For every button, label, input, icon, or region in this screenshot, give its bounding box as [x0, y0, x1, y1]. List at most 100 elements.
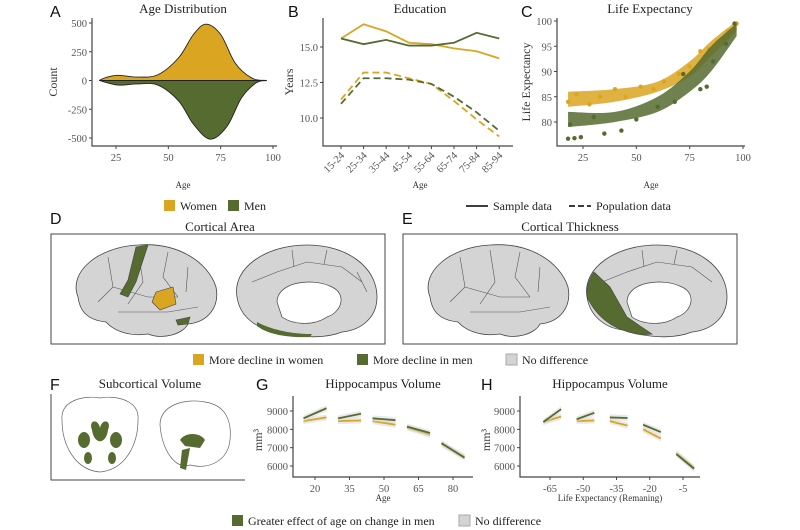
- chart-g-xtick-label: 35: [344, 484, 355, 495]
- chart-g-ytick-label: 7000: [267, 444, 288, 455]
- chart-a-ytick-label: 0: [82, 77, 87, 88]
- chart-c-point-women: [612, 86, 618, 92]
- chart-h-xtick-label: -50: [576, 484, 590, 495]
- chart-h-segment-men: [675, 453, 695, 470]
- chart-c-point-men: [565, 136, 571, 141]
- chart-b-xtick-label: 35-44: [367, 150, 393, 176]
- chart-g-ylabel: mm³: [251, 428, 265, 451]
- legend-sample-label: Sample data: [493, 199, 553, 213]
- chart-g-segment-men: [372, 417, 396, 422]
- chart-b-line-women-sample: [340, 23, 500, 60]
- legend-women-swatch: [164, 200, 175, 211]
- chart-c-ytick-label: 95: [542, 42, 553, 53]
- chart-c-point-men: [698, 86, 703, 92]
- chart-h-segment-women: [642, 428, 662, 440]
- chart-c-point-women: [587, 102, 592, 107]
- chart-b-xtick-label: 75-84: [458, 150, 484, 176]
- chart-h-xtick-label: -5: [679, 484, 688, 495]
- chart-a-xtick-label: 100: [265, 153, 281, 164]
- chart-b-ytick-label: 15.0: [300, 43, 318, 54]
- panel-label-c: C: [521, 4, 533, 21]
- chart-c-xtick-label: 50: [631, 153, 642, 164]
- chart-g-xtick-label: 20: [310, 484, 321, 495]
- legend-nodiff-label: No difference: [522, 353, 588, 367]
- chart-c-point-women: [597, 94, 603, 99]
- panel-label-g: G: [256, 377, 268, 394]
- chart-b-xlabel: Age: [413, 180, 428, 190]
- brain-sagittal-f: [159, 400, 231, 470]
- chart-c-point-men: [655, 104, 660, 110]
- chart-c-xtick-label: 100: [735, 153, 751, 164]
- chart-g-xtick-label: 50: [379, 484, 390, 495]
- chart-h-xtick-label: -20: [643, 484, 657, 495]
- chart-c-point-women: [638, 84, 643, 89]
- chart-c-point-men: [602, 131, 607, 136]
- chart-h-title: Hippocampus Volume: [552, 376, 668, 391]
- chart-g-xtick-label: 80: [448, 484, 459, 495]
- chart-a-ytick-label: -500: [68, 134, 87, 145]
- chart-c-point-men: [568, 122, 573, 127]
- chart-b-ytick-label: 12.5: [300, 79, 318, 90]
- chart-c-point-men: [619, 128, 624, 133]
- panel-label-f: F: [50, 377, 60, 394]
- chart-c-point-women: [574, 92, 579, 97]
- chart-g-segment-women: [337, 419, 362, 422]
- chart-a-title: Age Distribution: [139, 1, 227, 16]
- chart-c-point-women: [661, 79, 667, 84]
- chart-c-xtick-label: 75: [684, 153, 695, 164]
- region-men-lingual: [257, 322, 312, 338]
- chart-a-ytick-label: -250: [68, 105, 87, 116]
- chart-c-title: Life Expectancy: [607, 1, 693, 16]
- chart-c-band-men: [568, 23, 737, 128]
- chart-c-axes: [556, 18, 745, 147]
- chart-g-segment-women: [303, 416, 327, 422]
- chart-g-segment-men: [406, 425, 431, 434]
- chart-h-xlabel: Life Expectancy (Remaning): [558, 493, 662, 503]
- legend-women-decline-swatch: [193, 354, 204, 365]
- chart-c-point-men: [591, 114, 596, 120]
- chart-c-ytick-label: 90: [542, 68, 553, 79]
- region-women-temporal: [151, 286, 177, 311]
- panel-e-frame: [402, 233, 738, 345]
- panel-label-d: D: [50, 211, 62, 228]
- chart-h-segment-men: [642, 423, 662, 433]
- chart-a-xlabel: Age: [176, 180, 191, 190]
- chart-c-point-women: [565, 99, 571, 105]
- chart-a-xtick-label: 50: [163, 153, 174, 164]
- brain-medial-e: [586, 244, 728, 338]
- chart-h-segment-women: [609, 420, 628, 427]
- chart-c-point-men: [723, 41, 729, 46]
- chart-g-segment-men: [337, 412, 362, 420]
- chart-b-ylabel: Years: [282, 68, 296, 95]
- legend-nodiff-swatch: [505, 353, 518, 366]
- chart-g-segment-men: [441, 442, 465, 459]
- chart-c-point-men: [634, 117, 639, 122]
- panel-e-title: Cortical Thickness: [521, 219, 619, 234]
- chart-c-point-men: [732, 21, 737, 26]
- panel-label-b: B: [288, 4, 299, 21]
- chart-c-point-women: [651, 86, 656, 92]
- chart-c-point-men: [672, 99, 677, 105]
- panel-f-frame: [50, 394, 245, 481]
- chart-c-xtick-label: 25: [578, 153, 589, 164]
- chart-a-area-women: [99, 23, 267, 81]
- panel-f-title: Subcortical Volume: [99, 376, 202, 391]
- legend-population-label: Population data: [596, 199, 672, 213]
- chart-g-ytick-label: 9000: [267, 407, 288, 418]
- chart-a-ytick-label: 500: [71, 19, 87, 30]
- chart-a-axes: [91, 18, 277, 147]
- legend-men-label: Men: [244, 199, 266, 213]
- chart-g-xlabel: Age: [376, 493, 391, 503]
- chart-b-line-men-sample: [340, 31, 500, 47]
- legend-men-decline-label: More decline in men: [373, 353, 473, 367]
- chart-g-segment-women: [372, 420, 396, 426]
- chart-b-title: Education: [394, 1, 447, 16]
- chart-c-ytick-label: 85: [542, 93, 553, 104]
- chart-c-point-women: [698, 49, 703, 54]
- chart-c-point-men: [704, 84, 709, 89]
- legend-women-decline-label: More decline in women: [209, 353, 323, 367]
- chart-g-xtick-label: 65: [413, 484, 424, 495]
- chart-b-ytick-label: 10.0: [300, 114, 318, 125]
- chart-h-xtick-label: -35: [610, 484, 624, 495]
